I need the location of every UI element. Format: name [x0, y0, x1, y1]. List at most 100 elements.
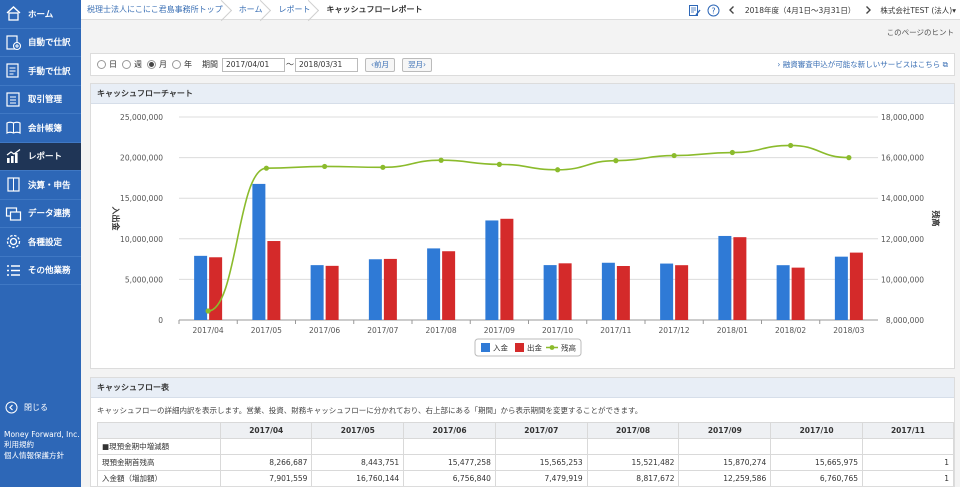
- y-right-tick-label: 16,000,000: [881, 154, 924, 163]
- sidebar-item-report[interactable]: レポート: [0, 142, 81, 171]
- period-radio-label: 月: [159, 60, 167, 69]
- y-right-tick-label: 18,000,000: [881, 113, 924, 122]
- date-range-separator: 〜: [286, 60, 294, 69]
- bar-inflow: [194, 255, 208, 320]
- chevron-right-icon[interactable]: [861, 4, 874, 17]
- period-radio[interactable]: 日: [97, 59, 117, 70]
- legend-box: [474, 338, 582, 357]
- next-month-button[interactable]: 翌月 ›: [402, 57, 432, 72]
- sidebar-bottom: 閉じる Money Forward, Inc. 利用規約 個人情報保護方針: [0, 396, 81, 461]
- table-cell: [586, 438, 680, 455]
- bar-inflow: [485, 220, 499, 320]
- sidebar-item-home[interactable]: ホーム: [0, 0, 81, 29]
- table-panel-title: キャッシュフロー表: [91, 378, 954, 398]
- table-column-header: 2017/05: [311, 422, 405, 439]
- sidebar-item-other[interactable]: その他業務: [0, 257, 81, 285]
- help-icon[interactable]: ?: [707, 4, 720, 17]
- privacy-policy-link[interactable]: 個人情報保護方針: [4, 451, 64, 460]
- header-right: ? 2018年度（4月1日〜3月31日） 株式会社TEST (法人)▾: [688, 0, 956, 20]
- manual-journal-icon: [5, 62, 22, 79]
- bar-outflow: [791, 267, 805, 320]
- period-radio-label: 年: [184, 60, 192, 69]
- bar-outflow: [442, 251, 456, 320]
- sidebar-item-manual-journal[interactable]: 手動で仕訳: [0, 57, 81, 86]
- sidebar-item-label: 各種設定: [28, 237, 63, 248]
- prev-month-button[interactable]: ‹ 前月: [365, 57, 395, 72]
- terms-link[interactable]: 利用規約: [4, 440, 34, 449]
- table-cell: 6,756,840: [403, 470, 496, 486]
- fiscal-year-label: 2018年度（4月1日〜3月31日）: [744, 5, 856, 15]
- page-hint-link[interactable]: このページのヒント: [886, 28, 954, 37]
- y-left-tick-label: 5,000,000: [125, 275, 163, 284]
- date-to-input[interactable]: [295, 57, 358, 72]
- edit-document-icon[interactable]: [688, 4, 701, 17]
- table-column-header: 2017/04: [220, 422, 313, 439]
- legend-swatch: [515, 343, 524, 352]
- sidebar-item-closing[interactable]: 決算・申告: [0, 171, 81, 200]
- table-clip: キャッシュフロー表 キャッシュフローの詳細内訳を表示します。営業、投資、財務キャ…: [91, 378, 954, 486]
- table-cell: 6,760,765: [770, 470, 863, 486]
- closing-icon: [5, 176, 22, 193]
- sidebar-nav: ホーム 自動で仕訳 手動で仕訳 取引管理 会計帳簿 レポート 決算・申告 データ連携各種設定そ…: [0, 0, 81, 285]
- period-radio-label: 日: [109, 60, 117, 69]
- legend-swatch-dot: [549, 345, 555, 350]
- chart-legend: 入金 出金 残高: [474, 338, 582, 357]
- bar-outflow: [325, 265, 339, 320]
- balance-point: [788, 142, 794, 149]
- close-sidebar-button[interactable]: 閉じる: [0, 396, 81, 418]
- x-tick-label: 2017/07: [367, 326, 398, 335]
- table-body: ■現預金期中増減額 現預金期首残高 8,266,687 8,443,751 15,477…: [96, 438, 954, 486]
- bar-outflow: [733, 237, 747, 320]
- x-tick-label: 2017/06: [309, 326, 340, 335]
- sidebar-item-settings[interactable]: 各種設定: [0, 228, 81, 257]
- bar-outflow: [500, 218, 514, 320]
- chevron-left-icon[interactable]: [726, 4, 739, 17]
- data-link-icon: [5, 205, 22, 222]
- table-cell: [403, 438, 496, 455]
- breadcrumb-home[interactable]: ホーム: [233, 0, 273, 20]
- table-cell: 15,477,258: [403, 454, 496, 471]
- sidebar-item-transaction[interactable]: 取引管理: [0, 86, 81, 114]
- x-tick-label: 2017/09: [484, 326, 515, 335]
- cashflow-chart: 0 5,000,000 10,000,000 15,000,000 20,000,000…: [111, 113, 941, 357]
- home-icon: [5, 5, 22, 22]
- bar-outflow: [849, 252, 863, 320]
- balance-line: [207, 144, 849, 312]
- table-column-header: 2017/08: [586, 422, 680, 439]
- company-menu[interactable]: 株式会社TEST (法人)▾: [880, 5, 956, 16]
- table-cell: 15,521,482: [586, 454, 680, 471]
- bar-outflow: [558, 263, 572, 320]
- sidebar-item-ledger[interactable]: 会計帳簿: [0, 114, 81, 143]
- y-right-tick-label: 10,000,000: [881, 275, 924, 284]
- balance-point: [205, 308, 211, 314]
- table-cell: [678, 438, 772, 455]
- y-right-axis-title: 残高: [931, 211, 941, 227]
- legend-label: 残高: [561, 343, 576, 353]
- y-right-tick-label: 8,000,000: [886, 316, 924, 325]
- breadcrumb-firm-top[interactable]: 税理士法人にこにこ君島事務所トップ: [81, 0, 233, 20]
- period-radio[interactable]: 月: [147, 59, 167, 70]
- bar-outflow: [383, 258, 397, 320]
- next-month-label: 翌月: [408, 60, 423, 69]
- loan-service-label: 融資審査申込が可能な新しいサービスはこちら: [782, 60, 941, 69]
- x-tick-label: 2017/11: [600, 326, 631, 335]
- period-radio[interactable]: 週: [122, 59, 142, 70]
- breadcrumb-report[interactable]: レポート: [272, 0, 320, 20]
- table-cell: 8,443,751: [311, 454, 405, 471]
- table-cell: 15,665,975: [770, 454, 863, 471]
- period-radio[interactable]: 年: [172, 59, 192, 70]
- transaction-icon: [5, 91, 22, 108]
- top-header: 税理士法人にこにこ君島事務所トップ ホーム レポート キャッシュフローレポート …: [81, 0, 960, 20]
- sidebar-item-data-link[interactable]: データ連携: [0, 200, 81, 228]
- bar-outflow: [267, 241, 281, 320]
- bar-inflow: [368, 259, 382, 320]
- loan-service-link[interactable]: › 融資審査申込が可能な新しいサービスはこちら ⧉: [777, 59, 948, 70]
- sidebar-item-auto-journal[interactable]: 自動で仕訳: [0, 29, 81, 57]
- bar-inflow: [834, 256, 848, 320]
- date-from-input[interactable]: [222, 57, 285, 72]
- table-cell: [862, 438, 954, 455]
- chevron-left-circle-icon: [5, 401, 18, 414]
- x-tick-label: 2017/08: [426, 326, 457, 335]
- balance-point: [846, 155, 852, 161]
- legend-label: 出金: [527, 343, 542, 353]
